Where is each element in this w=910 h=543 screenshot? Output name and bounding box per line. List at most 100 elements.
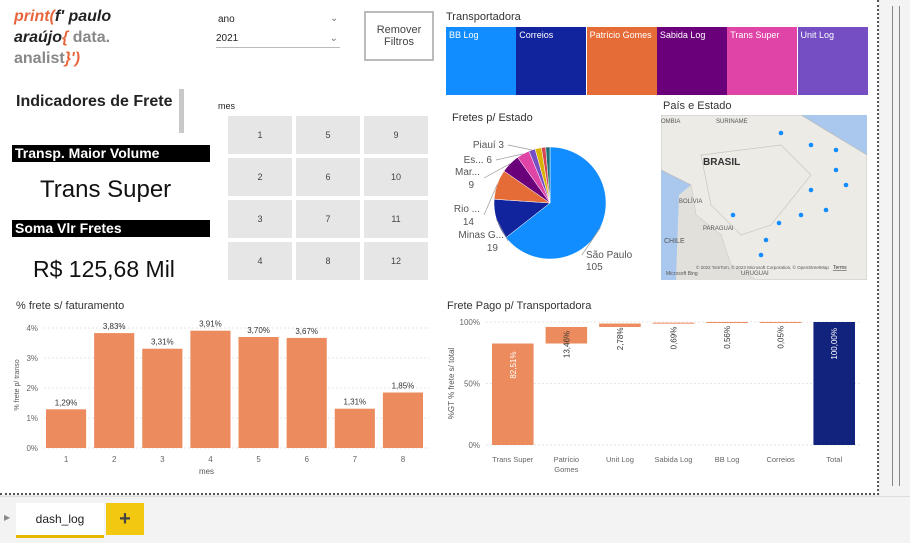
tab-scroll-left-icon[interactable]: ▶ — [4, 513, 11, 522]
month-tile-6[interactable]: 6 — [296, 158, 360, 196]
bar[interactable] — [142, 348, 183, 448]
data-label: 1,29% — [55, 398, 78, 407]
month-tile-1[interactable]: 1 — [228, 116, 292, 154]
maior-volume-label: Transp. Maior Volume — [12, 145, 210, 162]
transportadora-item[interactable]: BB Log — [446, 27, 516, 95]
map-terms-link[interactable]: Terms — [833, 265, 847, 271]
y-axis-label: %GT % frete s/ total — [447, 348, 456, 420]
map-point[interactable] — [823, 207, 829, 213]
bar[interactable] — [46, 409, 87, 448]
y-tick-label: 3% — [26, 354, 38, 363]
tab-dash-log[interactable]: dash_log — [16, 503, 104, 538]
y-tick-label: 50% — [464, 380, 480, 389]
indicadores-title: Indicadores de Frete — [16, 93, 173, 110]
bar[interactable] — [545, 326, 588, 344]
x-tick-label: 6 — [304, 455, 309, 464]
pie-label-value: 105 — [586, 262, 603, 273]
bar[interactable] — [759, 321, 802, 323]
map-point[interactable] — [730, 212, 736, 218]
vertical-scrollbar[interactable] — [880, 0, 910, 496]
month-tile-3[interactable]: 3 — [228, 200, 292, 238]
map-point[interactable] — [833, 167, 839, 173]
x-axis-label: mes — [199, 467, 214, 476]
map-point[interactable] — [798, 212, 804, 218]
transportadora-item[interactable]: Correios — [516, 27, 587, 95]
ano-dropdown[interactable]: 2021 ⌄ — [216, 33, 340, 48]
report-canvas: print(f' paulo araújo{ data. analist}') … — [0, 0, 879, 495]
x-tick-label: BB Log — [715, 455, 740, 464]
pie-label-value: 19 — [487, 243, 499, 254]
x-tick-label: 8 — [401, 455, 406, 464]
map-label-colombia: OMBIA — [661, 119, 680, 125]
bar[interactable] — [652, 322, 695, 324]
ano-chevron-icon[interactable]: ⌄ — [330, 13, 339, 24]
month-tile-10[interactable]: 10 — [364, 158, 428, 196]
month-tile-12[interactable]: 12 — [364, 242, 428, 280]
data-label: 1,85% — [392, 382, 415, 391]
map-point[interactable] — [758, 252, 764, 258]
bar-chart-title: % frete s/ faturamento — [16, 300, 125, 312]
map-point[interactable] — [763, 237, 769, 243]
x-tick-label: 5 — [256, 455, 261, 464]
month-tile-4[interactable]: 4 — [228, 242, 292, 280]
ano-value: 2021 — [216, 33, 239, 44]
map-point[interactable] — [778, 130, 784, 136]
x-tick-label: Gomes — [554, 465, 578, 474]
y-tick-label: 0% — [26, 444, 38, 453]
map-point[interactable] — [833, 147, 839, 153]
map-label-brasil: BRASIL — [703, 157, 740, 168]
bar[interactable] — [706, 322, 748, 323]
y-tick-label: 0% — [468, 441, 480, 450]
bar[interactable] — [334, 408, 375, 448]
page-tab-bar: ▶ dash_log + — [0, 496, 910, 543]
x-tick-label: Patrício — [554, 455, 579, 464]
month-tile-11[interactable]: 11 — [364, 200, 428, 238]
bar-chart: 0% 1% 2% 3% 4% % frete p/ transo 1,29% 1 3,83% 2 3… — [14, 320, 429, 476]
map-point[interactable] — [808, 187, 814, 193]
month-tile-7[interactable]: 7 — [296, 200, 360, 238]
map-label-suriname: SURINAME — [716, 119, 748, 125]
logo: print(f' paulo araújo{ data. analist}') — [14, 8, 112, 67]
pie-label-name: Minas G... — [458, 230, 504, 241]
month-tile-2[interactable]: 2 — [228, 158, 292, 196]
transportadora-item[interactable]: Patrício Gomes — [586, 27, 657, 95]
pie-slice[interactable] — [545, 146, 551, 204]
map-point[interactable] — [843, 182, 849, 188]
pie-leader-line — [495, 153, 524, 161]
bar[interactable] — [599, 323, 641, 327]
x-tick-label: 3 — [160, 455, 165, 464]
bar[interactable] — [238, 337, 279, 448]
month-tile-9[interactable]: 9 — [364, 116, 428, 154]
month-tile-5[interactable]: 5 — [296, 116, 360, 154]
land-shape-west — [676, 185, 756, 280]
bar[interactable] — [190, 330, 231, 448]
bar[interactable] — [94, 333, 135, 448]
map-point[interactable] — [808, 142, 814, 148]
add-page-button[interactable]: + — [106, 503, 144, 535]
month-tile-8[interactable]: 8 — [296, 242, 360, 280]
data-label: 3,67% — [295, 327, 318, 336]
pie-leader-line — [483, 184, 498, 216]
pie-label-name: São Paulo — [586, 250, 633, 261]
bar[interactable] — [813, 322, 855, 445]
pie-label-value: 14 — [463, 217, 475, 228]
map-point[interactable] — [776, 220, 782, 226]
x-tick-label: 2 — [112, 455, 117, 464]
transportadora-item[interactable]: Sabida Log — [656, 27, 727, 95]
data-label: 3,83% — [103, 322, 126, 331]
maior-volume-value: Trans Super — [40, 176, 172, 203]
map-title: País e Estado — [663, 100, 732, 112]
map-visual[interactable]: BRASIL SURINAME OMBIA BOLÍVIA PARAGUAI C… — [661, 115, 867, 280]
waterfall-title: Frete Pago p/ Transportadora — [447, 300, 592, 312]
pie-title: Fretes p/ Estado — [452, 112, 533, 124]
bar[interactable] — [382, 392, 423, 449]
bar[interactable] — [492, 343, 534, 445]
pie-label-name: Rio ... — [454, 204, 480, 215]
transportadora-item[interactable]: Trans Super — [727, 27, 798, 95]
soma-label: Soma Vlr Fretes — [12, 220, 210, 237]
remover-filtros-button[interactable]: Remover Filtros — [364, 11, 434, 61]
bar[interactable] — [286, 337, 327, 448]
waterfall-chart: 0% 50% 100% %GT % frete s/ total 82,51% Trans… — [447, 318, 861, 474]
scrollbar-thumb[interactable] — [892, 6, 900, 486]
transportadora-item[interactable]: Unit Log — [797, 27, 868, 95]
